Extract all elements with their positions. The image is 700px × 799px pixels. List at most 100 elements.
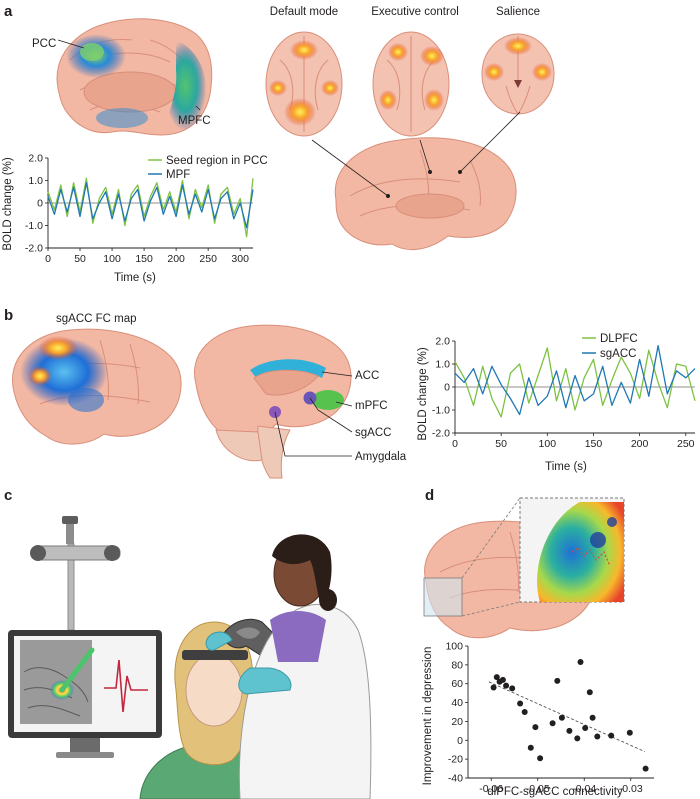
patient-illustration <box>139 621 267 799</box>
chart-d-point <box>521 709 528 715</box>
chart-d-point <box>558 714 565 721</box>
chart-d-trendline <box>488 681 645 753</box>
pcc-label: PCC <box>32 38 56 50</box>
chart-d-ytick-label: -40 <box>448 773 463 785</box>
chart-b-xtick-label: 100 <box>539 438 557 450</box>
chart-d-xtick-label: -0.03 <box>619 783 643 795</box>
mpfc-label-b: mPFC <box>355 400 388 412</box>
chart-a-xtick-label: 0 <box>45 253 51 265</box>
computer-monitor <box>8 630 162 758</box>
default-mode-slice <box>265 31 343 137</box>
chart-d-point <box>574 735 581 742</box>
chart-a-xtick-label: 50 <box>74 253 86 265</box>
chart-d-point <box>527 744 534 751</box>
chart-d-point <box>566 727 573 734</box>
chart-d-point <box>582 725 589 731</box>
chart-d-point <box>549 720 556 727</box>
network-title-default-mode: Default mode <box>270 6 338 18</box>
chart-d-point <box>503 682 510 689</box>
network-title-executive-control: Executive control <box>371 6 459 18</box>
chart-a-legend-label-1: MPF <box>166 169 190 181</box>
chart-d-xtick-label: -0.05 <box>526 783 550 795</box>
network-slices <box>265 31 555 137</box>
chart-d-point <box>532 724 539 731</box>
camera-tracker-stand <box>30 516 121 631</box>
chart-d-ytick-label: 20 <box>451 716 463 728</box>
chart-d-ytick-label: 40 <box>451 697 463 709</box>
chart-d-point <box>626 729 633 736</box>
chart-b: BOLD change (%) Time (s) DLPFC sgACC -2.… <box>417 333 696 473</box>
chart-b-xlabel: Time (s) <box>545 461 587 473</box>
chart-a-series-line-0 <box>47 177 254 238</box>
chart-d-point <box>608 732 615 739</box>
chart-b-xtick-label: 200 <box>631 438 649 450</box>
chart-d-xtick-label: -0.06 <box>479 783 503 795</box>
chart-d-point <box>586 689 593 696</box>
chart-b-xtick-label: 250 <box>677 438 695 450</box>
chart-d-xlabel: dlPFC-sgACC connectivity <box>487 786 623 798</box>
amygdala-label: Amygdala <box>355 451 407 463</box>
panel-c-letter: c <box>4 487 12 504</box>
brain-lateral-illustration-a <box>334 137 517 250</box>
chart-b-ytick-label: 1.0 <box>435 359 450 371</box>
chart-b-ytick-label: 0 <box>444 382 450 394</box>
chart-d-point <box>493 674 500 681</box>
chart-a: BOLD change (%) Time (s) Seed region in … <box>2 153 268 285</box>
chart-d-ylabel: Improvement in depression <box>422 647 434 786</box>
chart-d-point <box>642 765 649 772</box>
chart-b-ylabel: BOLD change (%) <box>417 347 429 440</box>
chart-b-ytick-label: 2.0 <box>435 336 450 348</box>
network-title-salience: Salience <box>496 6 540 18</box>
clinician-illustration <box>205 534 372 799</box>
chart-b-series-line-1 <box>454 344 696 416</box>
chart-b-legend: DLPFC sgACC <box>582 333 638 360</box>
network-leader-lines <box>311 111 521 198</box>
chart-a-ytick-label: 1.0 <box>28 175 43 187</box>
sgacc-map-title: sgACC FC map <box>56 313 137 325</box>
d-zoom-inset <box>461 497 625 617</box>
chart-d-point <box>577 659 584 665</box>
chart-d-point <box>554 677 561 684</box>
mpfc-label: MPFC <box>178 115 211 127</box>
brain-lateral-illustration-b <box>12 328 182 445</box>
chart-d-point <box>537 755 544 762</box>
chart-a-ytick-label: -2.0 <box>25 243 43 255</box>
chart-d-ytick-label: -20 <box>448 754 463 766</box>
chart-a-ytick-label: -1.0 <box>25 220 43 232</box>
chart-d-xtick-label: -0.04 <box>572 783 596 795</box>
brain-medial-illustration-a <box>56 18 213 136</box>
panel-c: c <box>4 487 372 799</box>
chart-a-xtick-label: 300 <box>231 253 249 265</box>
chart-d-point <box>594 733 601 740</box>
chart-b-xtick-label: 50 <box>495 438 507 450</box>
chart-a-series-line-1 <box>47 182 254 229</box>
chart-d-point <box>589 714 596 721</box>
acc-label: ACC <box>355 370 379 382</box>
chart-b-legend-label-1: sgACC <box>600 348 636 360</box>
panel-d: d Improvement in depression dlPFC-sgACC … <box>422 487 654 798</box>
chart-b-ytick-label: -2.0 <box>432 428 450 440</box>
panel-b: b sgACC FC map ACC mPFC sg <box>4 307 696 479</box>
chart-a-legend-label-0: Seed region in PCC <box>166 155 268 167</box>
panel-a: a PCC MPFC <box>2 3 555 285</box>
chart-a-ytick-label: 2.0 <box>28 153 43 165</box>
chart-a-xtick-label: 100 <box>103 253 121 265</box>
chart-d-point <box>517 700 524 707</box>
chart-d-point <box>490 684 497 691</box>
chart-d: Improvement in depression dlPFC-sgACC co… <box>422 641 654 798</box>
chart-b-xtick-label: 150 <box>585 438 603 450</box>
panel-b-letter: b <box>4 307 13 324</box>
salience-slice <box>481 33 555 115</box>
chart-a-ylabel: BOLD change (%) <box>2 157 14 250</box>
sgacc-label: sgACC <box>355 427 391 439</box>
chart-a-xlabel: Time (s) <box>114 272 156 284</box>
chart-a-xtick-label: 200 <box>167 253 185 265</box>
chart-d-point <box>499 676 506 683</box>
panel-a-letter: a <box>4 3 13 20</box>
chart-a-xtick-label: 250 <box>199 253 217 265</box>
chart-b-legend-label-0: DLPFC <box>600 333 638 345</box>
chart-b-xtick-label: 0 <box>452 438 458 450</box>
chart-b-series-line-0 <box>454 347 696 418</box>
chart-b-ytick-label: -1.0 <box>432 405 450 417</box>
